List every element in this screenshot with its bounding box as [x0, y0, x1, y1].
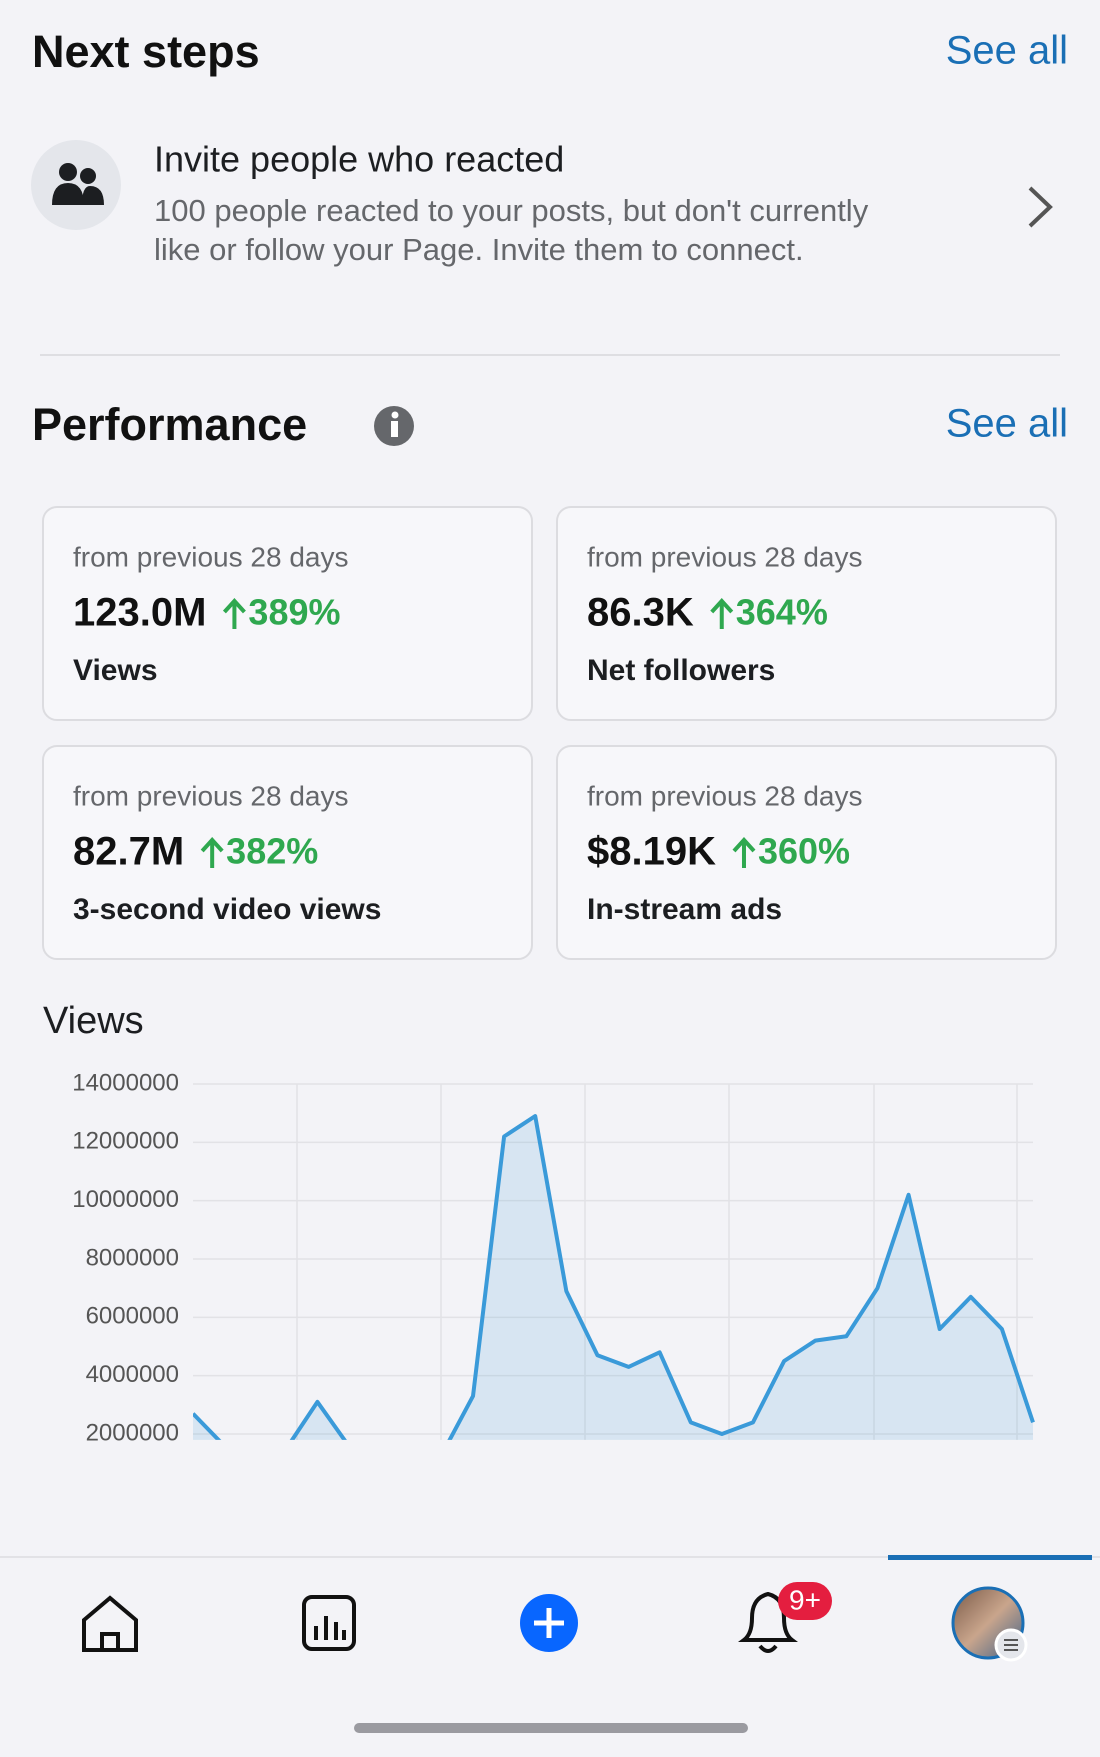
views-chart: Views 2000000 4000000 6000000 8000000 1000000… — [43, 1000, 1035, 1446]
nav-profile[interactable] — [951, 1586, 1028, 1662]
card-period: from previous 28 days — [587, 541, 862, 572]
card-bg — [42, 745, 533, 960]
next-step-description: 100 people reacted to your posts, but do… — [154, 193, 869, 228]
card-period: from previous 28 days — [587, 780, 862, 811]
nav-notifications[interactable]: 9+ — [738, 1582, 832, 1653]
card-change: 382% — [226, 831, 318, 872]
card-value: 82.7M — [73, 830, 184, 874]
card-label: 3-second video views — [73, 893, 381, 926]
next-step-item[interactable]: Invite people who reacted 100 people rea… — [31, 139, 1053, 268]
y-tick-label: 6000000 — [86, 1303, 179, 1330]
metric-card[interactable]: from previous 28 days 82.7M 382% 3-second v… — [42, 745, 533, 960]
card-bg — [556, 506, 1057, 721]
nav-insights[interactable] — [302, 1595, 356, 1651]
data-line — [193, 1114, 1035, 1440]
card-bg — [42, 506, 533, 721]
card-period: from previous 28 days — [73, 780, 348, 811]
section-title: Next steps — [32, 26, 260, 77]
chevron — [1028, 186, 1053, 228]
home-indicator — [354, 1723, 748, 1733]
people-icon — [52, 163, 104, 205]
plot-area — [193, 1114, 1035, 1440]
card-label: Views — [73, 654, 158, 687]
info-icon[interactable] — [374, 406, 414, 446]
card-change: 389% — [248, 592, 340, 633]
next-step-description: like or follow your Page. Invite them to… — [154, 232, 804, 267]
card-label: Net followers — [587, 654, 775, 687]
up-arrow — [200, 837, 224, 868]
active-tab-indicator — [888, 1555, 1092, 1560]
section-title: Performance — [32, 399, 307, 450]
card-value: $8.19K — [587, 830, 716, 874]
up-arrow — [732, 837, 756, 868]
y-tick-label: 12000000 — [72, 1128, 179, 1155]
card-bg — [556, 745, 1057, 960]
metric-card[interactable]: from previous 28 days 86.3K 364% Net follow… — [556, 506, 1057, 721]
metric-card[interactable]: from previous 28 days 123.0M 389% Views — [42, 506, 533, 721]
y-tick-label: 4000000 — [86, 1361, 179, 1388]
nav-create[interactable] — [520, 1594, 578, 1652]
card-change: 360% — [758, 831, 850, 872]
card-period: from previous 28 days — [73, 541, 348, 572]
card-label: In-stream ads — [587, 893, 782, 926]
metric-card[interactable]: from previous 28 days $8.19K 360% In-stream… — [556, 745, 1057, 960]
see-all-link[interactable]: See all — [946, 29, 1068, 73]
y-tick-label: 10000000 — [72, 1186, 179, 1213]
chart-title: Views — [43, 1000, 144, 1042]
up-arrow — [710, 598, 734, 629]
nav-home[interactable] — [82, 1595, 138, 1652]
next-step-title: Invite people who reacted — [154, 139, 564, 180]
area-fill — [193, 1116, 1033, 1440]
y-tick-label: 2000000 — [86, 1419, 179, 1446]
notification-badge: 9+ — [789, 1584, 821, 1615]
y-tick-label: 8000000 — [86, 1244, 179, 1271]
card-value: 86.3K — [587, 591, 694, 635]
card-value: 123.0M — [73, 591, 206, 635]
y-tick-label: 14000000 — [72, 1069, 179, 1096]
card-change: 364% — [736, 592, 828, 633]
see-all-link[interactable]: See all — [946, 402, 1068, 446]
up-arrow — [222, 598, 246, 629]
